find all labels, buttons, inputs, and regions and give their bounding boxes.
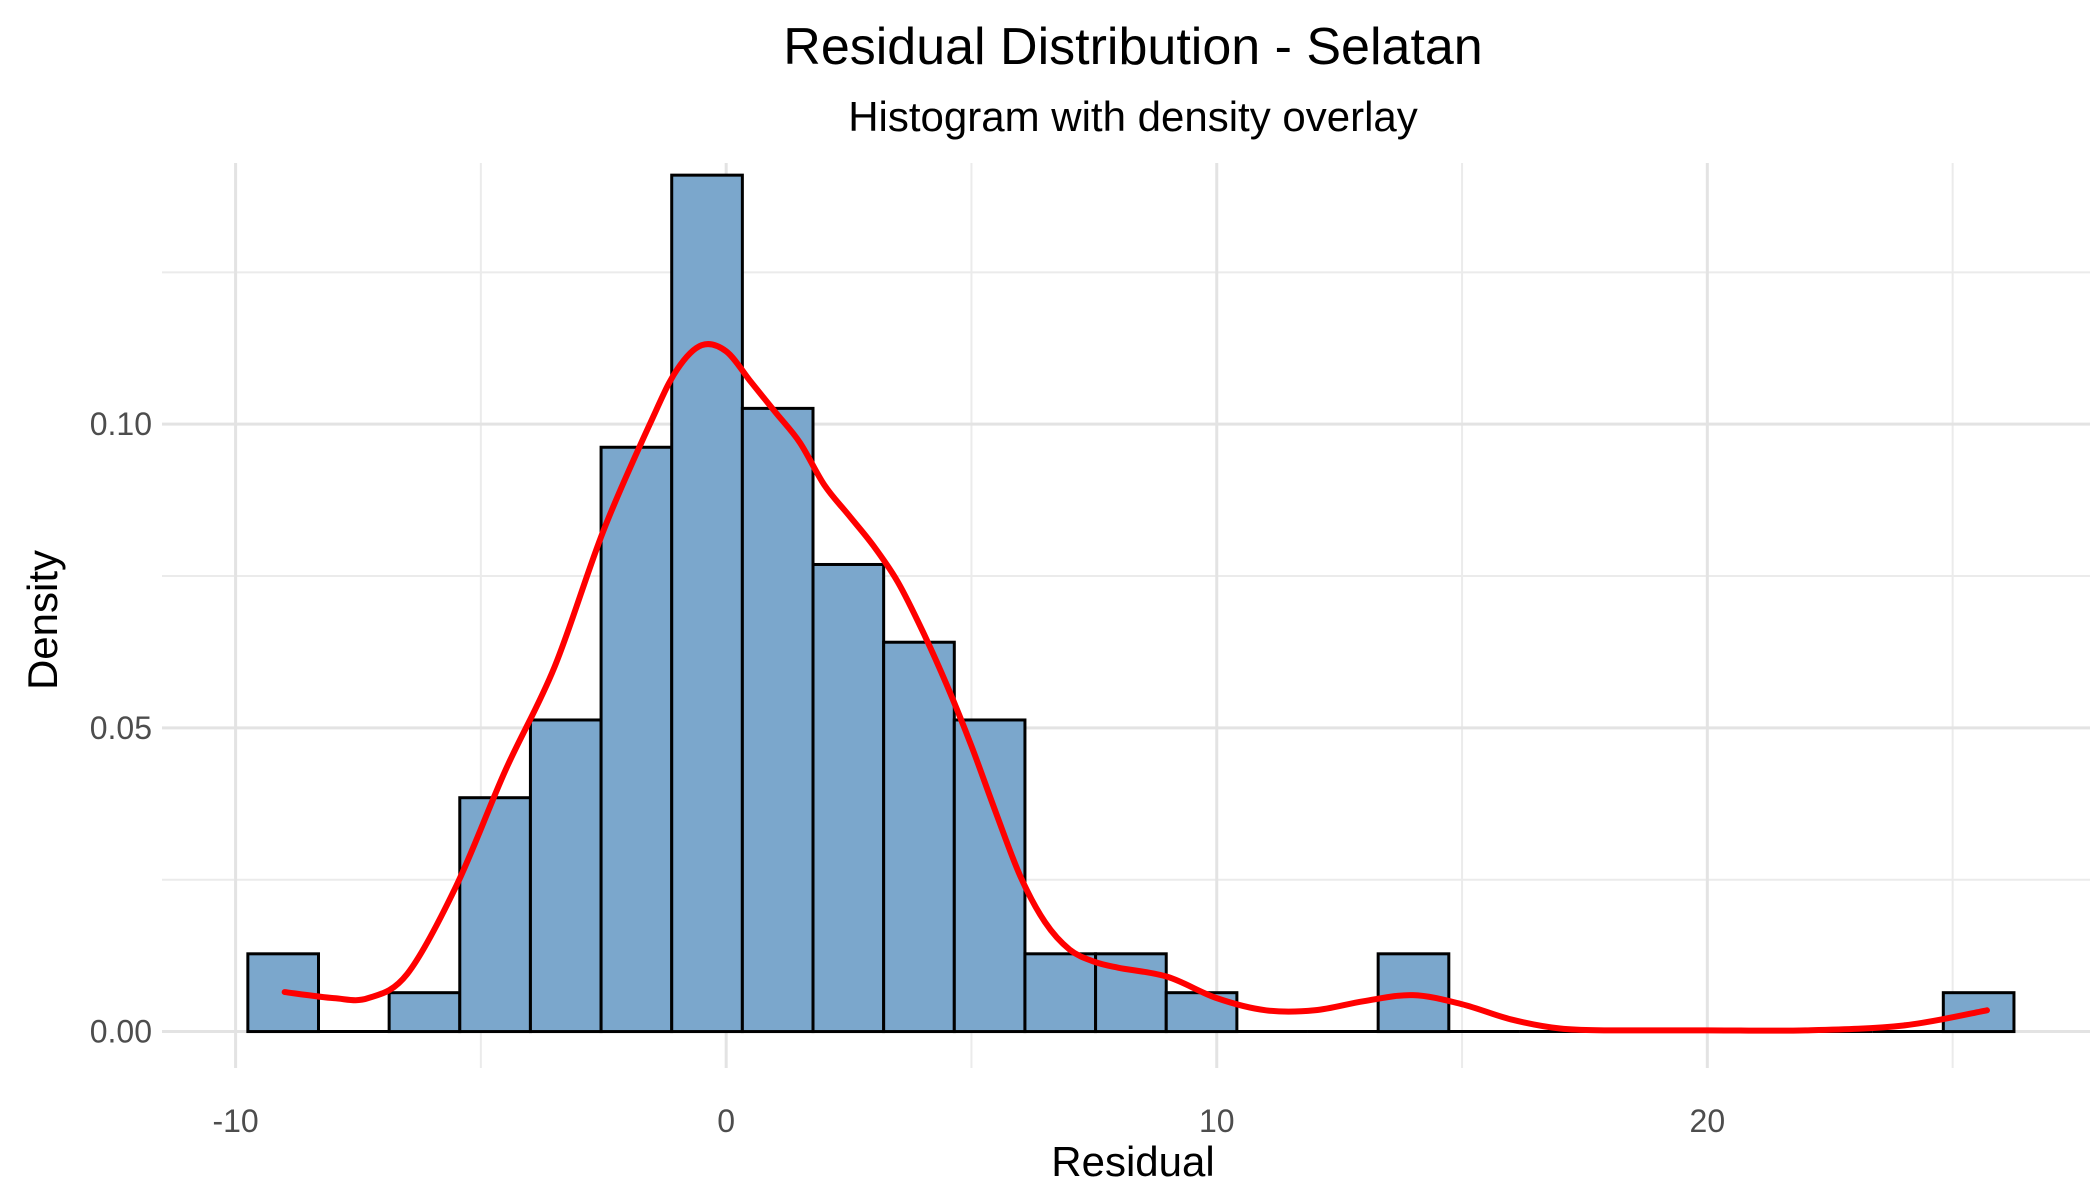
- y-tick-label: 0.10: [90, 406, 152, 442]
- histogram-bar: [740, 406, 815, 1034]
- histogram-bars: [246, 173, 2016, 1034]
- histogram-bar: [670, 173, 744, 1034]
- histogram-bar: [882, 640, 956, 1034]
- histogram-bar: [1164, 991, 1239, 1034]
- x-axis-title: Residual: [1051, 1138, 1214, 1185]
- histogram-bar: [387, 991, 462, 1034]
- x-tick-label: 10: [1199, 1103, 1235, 1139]
- y-tick-label: 0.00: [90, 1014, 152, 1050]
- x-tick-label: -10: [212, 1103, 258, 1139]
- histogram-bar: [811, 562, 886, 1034]
- chart-title: Residual Distribution - Selatan: [783, 18, 1482, 76]
- y-axis-ticks: 0.00 0.05 0.10: [90, 406, 152, 1049]
- x-axis-ticks: -10 0 10 20: [212, 1103, 1725, 1139]
- chart-subtitle: Histogram with density overlay: [848, 93, 1418, 140]
- density-curve: [281, 341, 1990, 1034]
- y-tick-label: 0.05: [90, 710, 152, 746]
- x-tick-label: 0: [717, 1103, 735, 1139]
- density-overlay: [281, 341, 1990, 1034]
- histogram-bar: [599, 445, 674, 1034]
- histogram-bar: [528, 718, 603, 1034]
- histogram-bar: [952, 718, 1027, 1034]
- y-axis-title: Density: [19, 550, 66, 690]
- minor-gridlines: [162, 163, 2090, 1068]
- major-gridlines: [162, 163, 2090, 1068]
- histogram-bar: [1023, 952, 1098, 1034]
- histogram-bar: [458, 796, 532, 1034]
- x-tick-label: 20: [1690, 1103, 1726, 1139]
